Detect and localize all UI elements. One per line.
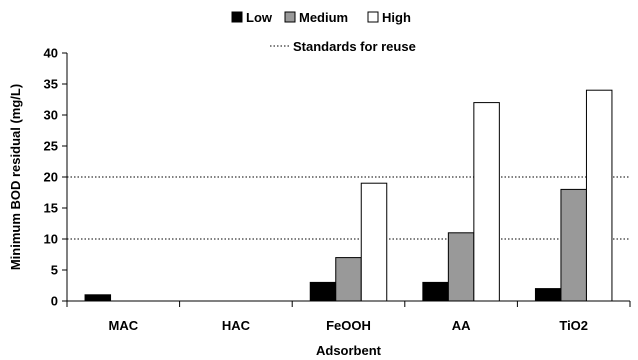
bar-low-mac <box>84 294 112 302</box>
x-tick-label: HAC <box>222 318 251 333</box>
bar-low-feooh <box>309 281 337 302</box>
legend-swatch-medium <box>284 11 296 23</box>
y-tick-label: 15 <box>44 201 58 216</box>
legend-swatch-low <box>231 11 243 23</box>
x-tick-label: TiO2 <box>559 318 588 333</box>
axes: MAC HAC FeOOH AA TiO2 0 5 10 15 20 25 30 35 40 <box>44 46 631 333</box>
y-tick-label: 10 <box>44 232 58 247</box>
legend: Low Medium High Standards for reuse <box>231 10 416 54</box>
legend-swatch-high <box>367 11 379 23</box>
legend-label-medium: Medium <box>299 10 348 25</box>
y-tick-label: 25 <box>44 139 58 154</box>
y-axis-title: Minimum BOD residual (mg/L) <box>8 84 23 270</box>
y-tick-label: 30 <box>44 108 58 123</box>
y-tick-label: 40 <box>44 46 58 61</box>
bar-medium-tio2 <box>560 188 587 302</box>
bar-high-tio2 <box>585 89 613 302</box>
bar-high-feooh <box>360 182 388 302</box>
legend-label-high: High <box>382 10 411 25</box>
legend-label-standards: Standards for reuse <box>293 39 416 54</box>
bar-low-tio2 <box>534 288 562 302</box>
bar-low-aa <box>422 281 449 302</box>
y-tick-label: 5 <box>51 263 58 278</box>
x-axis-title: Adsorbent <box>316 343 382 358</box>
bar-medium-feooh <box>335 257 362 302</box>
legend-label-low: Low <box>246 10 273 25</box>
y-tick-label: 20 <box>44 170 58 185</box>
bars <box>84 89 613 302</box>
reference-lines <box>67 176 630 240</box>
bar-medium-aa <box>447 232 475 302</box>
x-tick-label: FeOOH <box>326 318 371 333</box>
bar-high-aa <box>473 102 500 302</box>
x-tick-label: MAC <box>108 318 138 333</box>
y-tick-label: 0 <box>51 294 58 309</box>
y-tick-label: 35 <box>44 77 58 92</box>
x-tick-label: AA <box>452 318 471 333</box>
